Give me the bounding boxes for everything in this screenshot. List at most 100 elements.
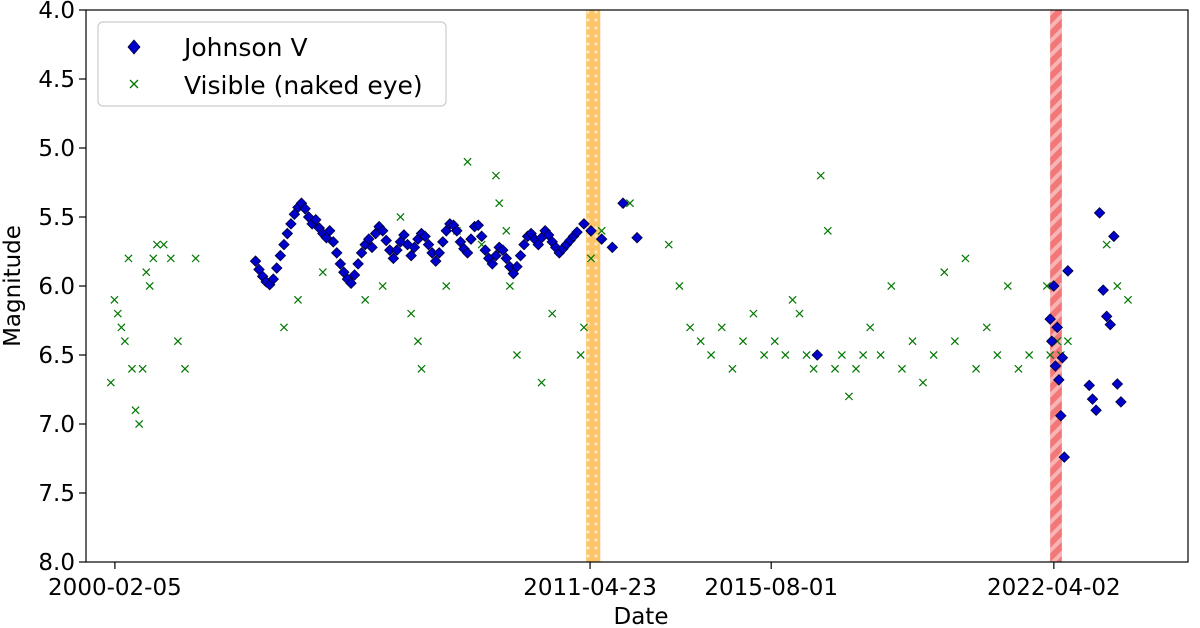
johnson-v-point (429, 255, 442, 267)
visible-point (512, 350, 521, 360)
y-tick-label: 6.5 (38, 343, 75, 369)
visible-point (378, 281, 387, 291)
visible-point (887, 281, 896, 291)
johnson-v-point (249, 255, 262, 267)
visible-point (110, 295, 119, 304)
visible-point (413, 337, 423, 346)
visible-point (576, 350, 585, 360)
visible-point (152, 240, 161, 249)
visible-point (145, 281, 154, 291)
visible-point (1025, 350, 1034, 360)
visible-point (1102, 240, 1111, 249)
x-tick-label: 2015-08-01 (704, 575, 838, 601)
visible-point (586, 254, 596, 263)
y-tick-label: 4.0 (38, 0, 75, 24)
johnson-v-point (309, 213, 322, 226)
y-tick-label: 7.5 (38, 481, 75, 507)
johnson-v-point (1046, 335, 1058, 347)
visible-point (749, 309, 758, 318)
visible-point (1063, 337, 1072, 346)
visible-point (505, 281, 514, 291)
visible-point (113, 309, 122, 318)
johnson-v-point (475, 230, 488, 243)
johnson-v-point (1100, 310, 1113, 323)
johnson-v-point (578, 218, 590, 230)
y-tick-label: 5.0 (38, 136, 75, 162)
johnson-v-point (419, 230, 431, 243)
visible-point (738, 337, 748, 346)
johnson-v-point (631, 231, 643, 244)
legend-box (97, 21, 447, 107)
visible-point (491, 171, 500, 180)
visible-point (781, 350, 790, 360)
y-tick-label: 4.5 (38, 67, 75, 93)
johnson-v-point (518, 238, 530, 251)
legend-label-johnson-v: Johnson V (182, 33, 308, 62)
x-tick-label: 2000-02-05 (48, 575, 182, 601)
legend-marker-johnson-v (127, 39, 141, 55)
visible-point (788, 295, 797, 304)
johnson-v-point (1062, 265, 1074, 277)
visible-point (950, 337, 959, 346)
johnson-v-point (391, 244, 403, 256)
visible-point (760, 350, 769, 360)
visible-point (1042, 281, 1051, 291)
data-points (106, 157, 1133, 463)
visible-point (166, 254, 175, 263)
visible-point (142, 268, 151, 277)
y-axis-title: Magnitude (0, 225, 26, 347)
visible-point (717, 323, 726, 332)
johnson-v-point (1055, 409, 1067, 422)
x-axis-title: Date (614, 604, 669, 628)
visible-point (664, 240, 673, 249)
visible-point (124, 254, 133, 263)
visible-point (1003, 281, 1012, 291)
johnson-v-point (490, 249, 502, 262)
visible-point (1113, 281, 1122, 291)
visible-point (463, 157, 472, 166)
johnson-v-point (465, 233, 477, 245)
johnson-v-point (363, 233, 375, 245)
y-tick-label: 6.0 (38, 274, 75, 300)
visible-point (548, 309, 557, 318)
visible-point (159, 240, 168, 249)
visible-point (442, 281, 451, 291)
johnson-v-point (270, 262, 283, 274)
johnson-v-point (472, 219, 484, 232)
johnson-v-point (1044, 313, 1056, 325)
visible-point (1046, 350, 1055, 360)
visible-point (180, 364, 190, 373)
johnson-v-point (1053, 374, 1065, 386)
johnson-v-point (345, 277, 357, 290)
visible-point (961, 254, 970, 263)
visible-point (135, 419, 144, 429)
johnson-v-point (334, 258, 347, 270)
johnson-v-point (585, 225, 597, 237)
visible-point (149, 254, 158, 263)
highlight-band-pattern-1 (586, 10, 601, 562)
johnson-v-point (1049, 360, 1062, 372)
visible-point (795, 309, 804, 318)
visible-point (131, 406, 140, 415)
johnson-v-point (366, 241, 378, 254)
highlight-bands (586, 10, 1062, 562)
y-axis: 4.0 4.5 5.0 5.5 6.0 6.5 7.0 7.5 8.0 (38, 0, 86, 576)
visible-point (707, 350, 716, 360)
visible-point (1014, 364, 1023, 373)
johnson-v-point (617, 197, 629, 209)
johnson-v-point (1093, 207, 1106, 219)
johnson-v-point (461, 247, 474, 259)
visible-point (851, 364, 861, 373)
visible-point (918, 378, 927, 387)
johnson-v-point (274, 249, 287, 262)
visible-point (407, 309, 416, 318)
johnson-v-point (500, 252, 513, 265)
visible-point (191, 254, 200, 263)
johnson-v-point (348, 269, 361, 281)
johnson-v-point (1051, 321, 1063, 334)
visible-point (495, 199, 504, 208)
johnson-v-point (323, 225, 336, 237)
johnson-v-point (514, 249, 527, 262)
johnson-v-point (352, 258, 364, 270)
legend-label-visible: Visible (naked eye) (184, 71, 423, 100)
